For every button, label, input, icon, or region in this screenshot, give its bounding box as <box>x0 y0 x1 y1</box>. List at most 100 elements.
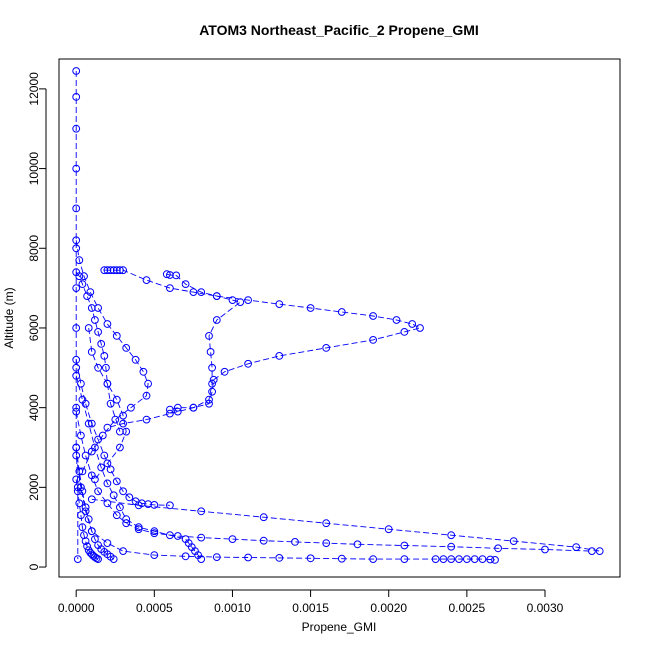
data-point <box>166 284 174 293</box>
data-point <box>86 288 95 297</box>
data-point <box>72 443 81 452</box>
data-point <box>94 487 102 496</box>
y-tick-label: 0 <box>27 563 41 570</box>
data-point <box>87 304 96 312</box>
data-point <box>205 395 213 404</box>
series-line <box>75 271 121 432</box>
data-point <box>369 336 378 344</box>
data-point <box>72 403 81 412</box>
data-point <box>78 467 87 476</box>
data-point <box>400 555 409 563</box>
data-point <box>81 451 90 460</box>
data-point <box>509 537 518 545</box>
data-point <box>228 296 237 305</box>
data-point <box>478 555 487 563</box>
data-point <box>455 555 463 563</box>
data-point <box>189 288 198 297</box>
data-point <box>172 271 181 280</box>
data-point <box>595 547 604 555</box>
data-point <box>205 332 213 340</box>
data-point <box>400 541 409 550</box>
series-5 <box>162 270 245 414</box>
data-point <box>122 519 131 528</box>
series-line <box>75 359 170 506</box>
data-point <box>173 532 182 540</box>
data-point <box>119 487 127 496</box>
data-point <box>75 272 84 281</box>
data-point <box>119 411 127 420</box>
series-8 <box>72 371 206 563</box>
data-point <box>103 459 112 468</box>
plot-frame <box>58 58 621 578</box>
data-point <box>83 542 91 551</box>
data-point <box>212 316 221 324</box>
data-point <box>212 553 221 561</box>
series-12 <box>72 443 118 563</box>
data-point <box>244 553 253 562</box>
data-point <box>78 523 87 532</box>
data-point <box>97 463 106 472</box>
data-point <box>72 475 81 484</box>
data-point <box>81 507 90 516</box>
x-tick-label: 0.0010 <box>214 601 251 615</box>
x-tick-label: 0.0030 <box>527 601 564 615</box>
data-point <box>77 379 85 388</box>
data-point <box>87 527 96 536</box>
data-point <box>291 538 299 546</box>
data-point <box>259 513 268 522</box>
data-point <box>87 348 96 356</box>
data-point <box>103 423 112 432</box>
data-point <box>181 280 190 289</box>
data-point <box>144 379 153 388</box>
data-point <box>72 363 81 372</box>
series-9 <box>72 407 596 555</box>
series-4 <box>100 266 424 432</box>
data-point <box>181 552 190 561</box>
data-point <box>541 545 549 554</box>
data-point <box>72 124 81 133</box>
y-axis-label: Altitude (m) <box>2 287 16 348</box>
data-point <box>106 399 115 408</box>
data-point <box>94 555 102 563</box>
data-point <box>81 503 90 512</box>
data-point <box>173 403 182 412</box>
data-point <box>80 531 88 540</box>
y-tick-label: 2000 <box>27 474 41 501</box>
data-point <box>112 395 121 404</box>
data-point <box>72 67 81 75</box>
data-point <box>337 554 346 563</box>
x-tick-label: 0.0025 <box>449 601 486 615</box>
data-point <box>220 367 229 376</box>
series-13 <box>72 475 102 563</box>
data-point <box>236 298 245 307</box>
data-point <box>209 375 218 384</box>
series-line <box>75 411 592 552</box>
data-point <box>72 355 81 364</box>
data-point <box>72 284 81 293</box>
data-point <box>78 487 87 496</box>
data-point <box>275 554 284 562</box>
data-point <box>78 280 87 289</box>
data-point <box>150 551 159 559</box>
series-line <box>75 455 496 561</box>
data-point <box>91 316 99 324</box>
data-point <box>103 499 112 508</box>
data-point <box>439 555 448 563</box>
series-line <box>75 479 99 560</box>
series-line <box>88 327 127 480</box>
series-line <box>75 375 202 560</box>
data-point <box>197 507 206 516</box>
data-point <box>97 340 106 348</box>
data-point <box>206 348 215 356</box>
data-point <box>111 415 120 424</box>
data-point <box>116 443 124 452</box>
data-point <box>322 539 331 547</box>
data-point <box>72 371 81 380</box>
data-point <box>208 387 217 396</box>
data-point <box>189 403 198 412</box>
data-point <box>98 431 107 440</box>
series-line <box>75 240 149 472</box>
data-point <box>84 324 93 332</box>
data-point <box>150 527 159 536</box>
